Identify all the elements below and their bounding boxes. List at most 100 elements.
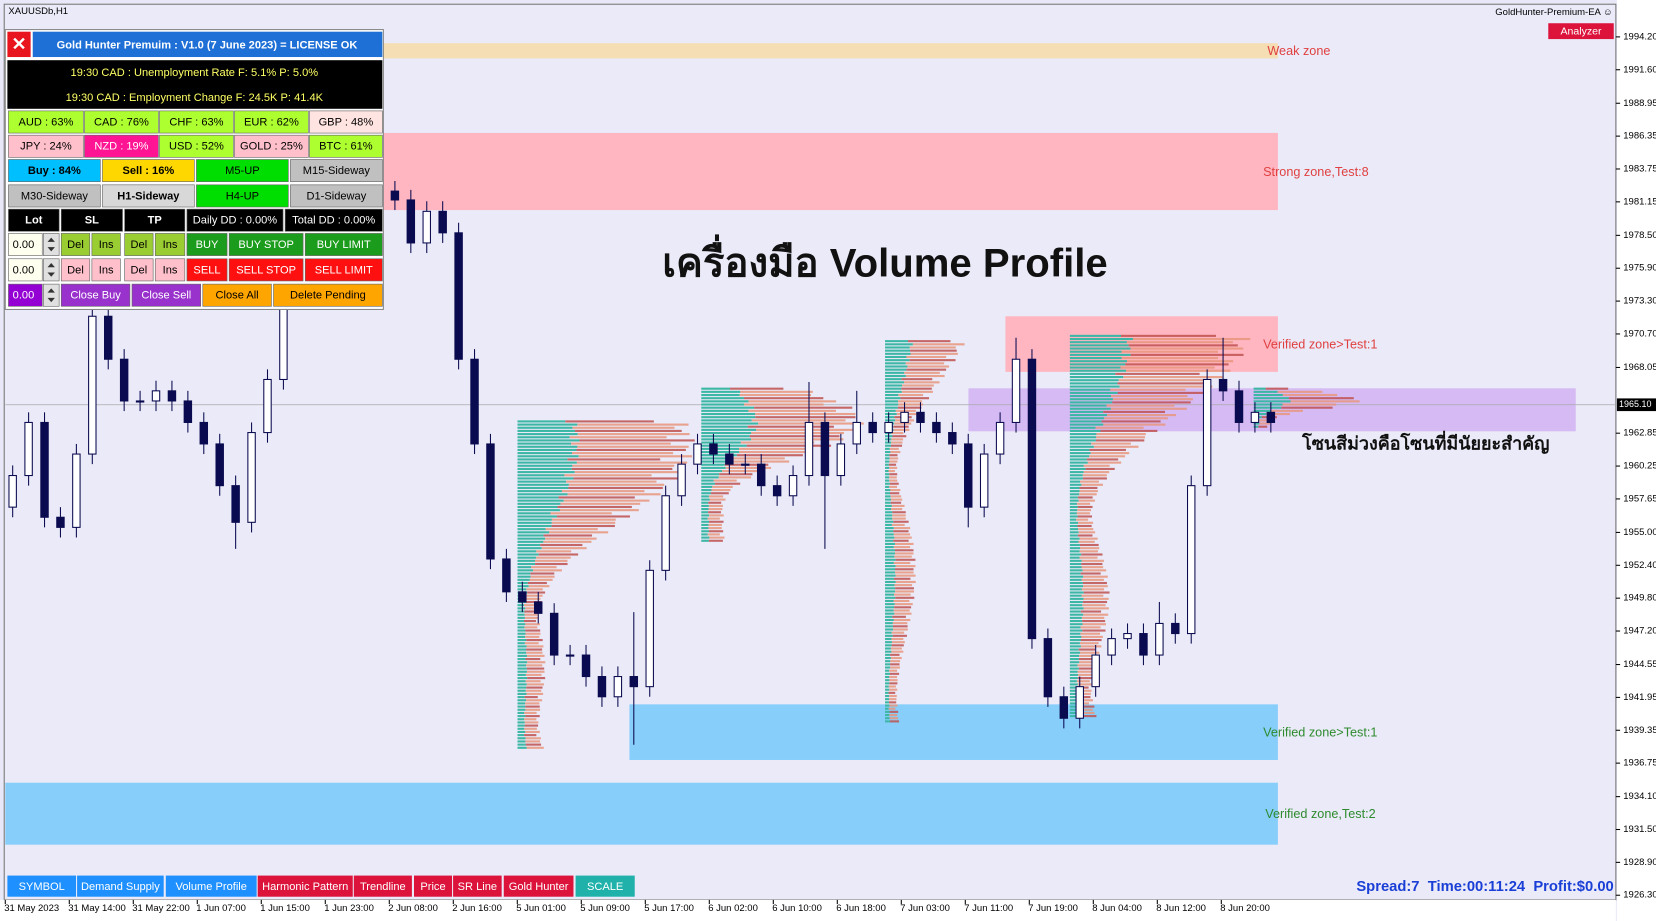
panel-cell-label[interactable]: Ins (99, 239, 114, 251)
close-button[interactable] (7, 31, 31, 58)
spinner[interactable] (42, 283, 60, 307)
profile-bar (1080, 645, 1102, 648)
panel-cell[interactable] (124, 233, 154, 256)
toolbar-label[interactable]: SCALE (587, 881, 623, 893)
news-line: 19:30 CAD : Unemployment Rate F: 5.1% P:… (71, 67, 319, 79)
profile-bar (885, 406, 898, 409)
panel-cell[interactable] (8, 233, 43, 256)
current-price-label: 1965.10 (1619, 399, 1651, 409)
panel-cell-label[interactable]: SELL LIMIT (315, 264, 373, 276)
panel-cell[interactable] (186, 233, 228, 256)
spinner-arrows[interactable] (47, 262, 55, 277)
profile-bar (1095, 426, 1144, 429)
panel-cell[interactable] (304, 233, 383, 256)
toolbar-label[interactable]: Trendline (360, 881, 406, 893)
profile-bar (891, 644, 904, 647)
panel-cell-label[interactable]: SELL STOP (236, 264, 296, 276)
toolbar-button[interactable] (353, 875, 412, 897)
toolbar-button[interactable] (575, 875, 635, 897)
panel-cell-label[interactable]: Del (67, 239, 84, 251)
panel-cell-label[interactable]: Del (131, 264, 148, 276)
panel-cell-label[interactable]: Close All (216, 290, 259, 302)
panel-cell[interactable] (154, 233, 186, 256)
spinner-arrows[interactable] (47, 288, 55, 303)
profile-bar (1069, 670, 1078, 673)
panel-cell-label[interactable]: 0.00 (13, 264, 35, 276)
profile-bar (536, 556, 571, 559)
panel-cell[interactable] (273, 283, 383, 307)
panel-cell-label[interactable]: BUY STOP (238, 239, 294, 251)
profile-bar (885, 574, 896, 577)
panel-cell-label[interactable]: Close Buy (70, 290, 121, 302)
profile-bar (1077, 664, 1092, 667)
profile-bar (885, 672, 890, 675)
spinner[interactable] (42, 233, 60, 256)
toolbar-label[interactable]: Demand Supply (81, 881, 160, 893)
panel-cell[interactable] (228, 233, 304, 256)
profile-bar (885, 444, 891, 447)
toolbar-label[interactable]: SYMBOL (19, 881, 65, 893)
profile-bar (525, 629, 541, 632)
spinner[interactable] (42, 258, 60, 282)
spinner-arrows[interactable] (47, 237, 55, 252)
analyzer-button[interactable] (1548, 23, 1614, 40)
toolbar-label[interactable]: Harmonic Pattern (262, 881, 348, 893)
profile-bar (894, 536, 912, 539)
panel-cell[interactable] (91, 258, 121, 282)
toolbar-label[interactable]: Gold Hunter (509, 881, 569, 893)
panel-cell[interactable] (154, 258, 186, 282)
profile-bar (1078, 648, 1096, 651)
candle-body (1027, 358, 1037, 640)
panel-cell-label[interactable]: Ins (99, 264, 114, 276)
profile-bar (517, 483, 569, 486)
panel-cell[interactable] (228, 258, 304, 282)
panel-cell[interactable] (60, 258, 91, 282)
panel-cell-label[interactable]: Delete Pending (290, 290, 366, 302)
panel-cell-label[interactable]: Ins (163, 264, 178, 276)
panel-cell-label[interactable]: Del (67, 264, 84, 276)
panel-cell[interactable] (60, 283, 131, 307)
panel-cell-label[interactable]: Close Sell (141, 290, 191, 302)
toolbar-label[interactable]: SR Line (458, 881, 497, 893)
profile-bar (1077, 689, 1092, 692)
profile-bar (1082, 581, 1107, 585)
panel-cell[interactable] (91, 233, 121, 256)
panel-cell-label[interactable]: BUY (196, 239, 219, 251)
profile-bar (889, 698, 897, 701)
close-icon[interactable]: ✕ (11, 34, 26, 54)
toolbar-button[interactable] (257, 875, 353, 897)
profile-bar (909, 359, 956, 362)
profile-bar (1069, 388, 1111, 391)
panel-cell[interactable] (60, 233, 91, 256)
toolbar-button[interactable] (165, 875, 257, 897)
profile-bar (747, 425, 834, 428)
panel-cell-label[interactable]: Del (131, 239, 148, 251)
panel-cell-label[interactable]: 0.00 (13, 290, 35, 302)
toolbar-button[interactable] (503, 875, 574, 897)
toolbar-button[interactable] (414, 875, 453, 897)
toolbar-label[interactable]: Price (420, 881, 445, 893)
panel-cell-label[interactable]: SELL (193, 264, 220, 276)
profile-bar (732, 460, 790, 463)
panel-cell-label[interactable]: 0.00 (13, 239, 35, 251)
profile-bar (885, 387, 902, 390)
profile-bar (534, 559, 568, 562)
panel-cell[interactable] (304, 258, 383, 282)
profile-bar (892, 517, 906, 520)
analyzer-label[interactable]: Analyzer (1560, 25, 1602, 37)
panel-cell-label[interactable]: Ins (163, 239, 178, 251)
profile-bar (708, 523, 722, 526)
panel-cell[interactable] (124, 258, 154, 282)
toolbar-label[interactable]: Volume Profile (176, 881, 247, 893)
panel-cell-label[interactable]: BUY LIMIT (317, 239, 371, 251)
panel-cell[interactable] (186, 258, 228, 282)
panel-cell[interactable] (131, 283, 201, 307)
panel-cell[interactable] (8, 258, 43, 282)
profile-bar (1128, 344, 1238, 347)
panel-cell[interactable] (202, 283, 272, 307)
panel-cell[interactable] (8, 283, 43, 307)
toolbar-button[interactable] (77, 875, 164, 897)
toolbar-button[interactable] (453, 875, 502, 897)
axis-bg (1616, 0, 1656, 921)
toolbar-button[interactable] (7, 875, 77, 897)
